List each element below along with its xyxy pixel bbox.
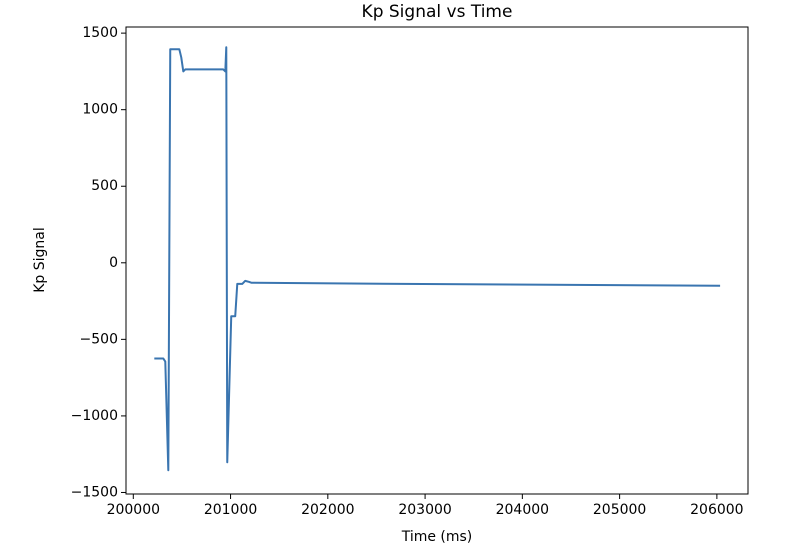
y-axis-label: Kp Signal [32, 227, 48, 293]
x-tick-label: 202000 [301, 502, 354, 518]
x-tick-label: 200000 [107, 502, 160, 518]
y-tick-label: 0 [109, 255, 118, 271]
data-line [154, 46, 721, 472]
x-tick-label: 203000 [398, 502, 451, 518]
plot-frame [125, 26, 749, 495]
x-tick-label: 201000 [204, 502, 257, 518]
x-axis-label: Time (ms) [401, 529, 473, 545]
x-tick-label: 205000 [593, 502, 646, 518]
chart-title: Kp Signal vs Time [362, 2, 513, 22]
x-tick-label: 206000 [690, 502, 743, 518]
y-tick-label: −1000 [71, 408, 118, 424]
y-tick-label: 1500 [82, 25, 118, 41]
x-tick-label: 204000 [496, 502, 549, 518]
y-tick-label: −1500 [71, 484, 118, 500]
y-tick-label: 500 [91, 178, 118, 194]
y-tick-label: −500 [80, 331, 118, 347]
y-tick-label: 1000 [82, 102, 118, 118]
